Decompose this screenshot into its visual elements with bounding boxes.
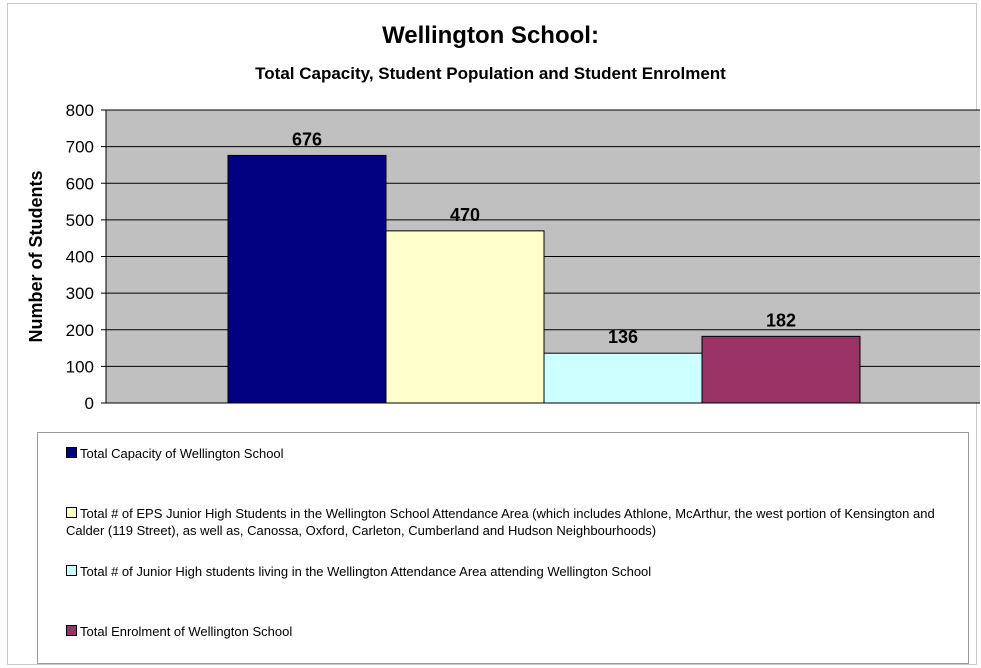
y-tick-label: 400 <box>66 248 94 267</box>
y-tick-label: 300 <box>66 284 94 303</box>
bar-data-label: 136 <box>608 327 638 347</box>
legend: Total Capacity of Wellington School Total… <box>37 432 969 664</box>
bar <box>701 335 861 404</box>
bar-data-label: 182 <box>766 310 796 330</box>
bar <box>543 352 703 404</box>
legend-label: Total # of EPS Junior High Students in t… <box>66 506 935 538</box>
bar-chart: 676 470 136 182 0 100 200 300 400 500 600 700 800 N… <box>26 101 980 413</box>
bar-data-label: 676 <box>292 129 322 149</box>
legend-item: Total Enrolment of Wellington School <box>66 623 956 640</box>
bar <box>227 154 387 404</box>
bar <box>385 230 545 404</box>
legend-item: Total # of Junior High students living i… <box>66 563 956 580</box>
y-tick-label: 800 <box>66 101 94 120</box>
legend-label: Total Capacity of Wellington School <box>80 446 284 461</box>
y-axis-ticks: 0 100 200 300 400 500 600 700 800 <box>66 101 107 413</box>
legend-label: Total Enrolment of Wellington School <box>80 624 293 639</box>
y-tick-label: 600 <box>66 174 94 193</box>
chart-title: Wellington School: <box>382 22 599 49</box>
y-tick-label: 100 <box>66 357 94 376</box>
legend-label: Total # of Junior High students living i… <box>80 564 652 579</box>
legend-item: Total # of EPS Junior High Students in t… <box>66 505 956 539</box>
chart-subtitle: Total Capacity, Student Population and S… <box>255 64 726 83</box>
y-axis-label: Number of Students <box>26 170 46 342</box>
y-tick-label: 700 <box>66 138 94 157</box>
y-tick-label: 0 <box>85 394 94 413</box>
legend-swatch <box>66 625 77 636</box>
legend-swatch <box>66 565 77 576</box>
bars <box>227 154 861 404</box>
data-labels: 676 470 136 182 <box>292 129 796 347</box>
y-tick-label: 500 <box>66 211 94 230</box>
y-tick-label: 200 <box>66 321 94 340</box>
legend-swatch <box>66 447 77 458</box>
legend-swatch <box>66 507 77 518</box>
bar-data-label: 470 <box>450 205 480 225</box>
legend-item: Total Capacity of Wellington School <box>66 445 956 462</box>
